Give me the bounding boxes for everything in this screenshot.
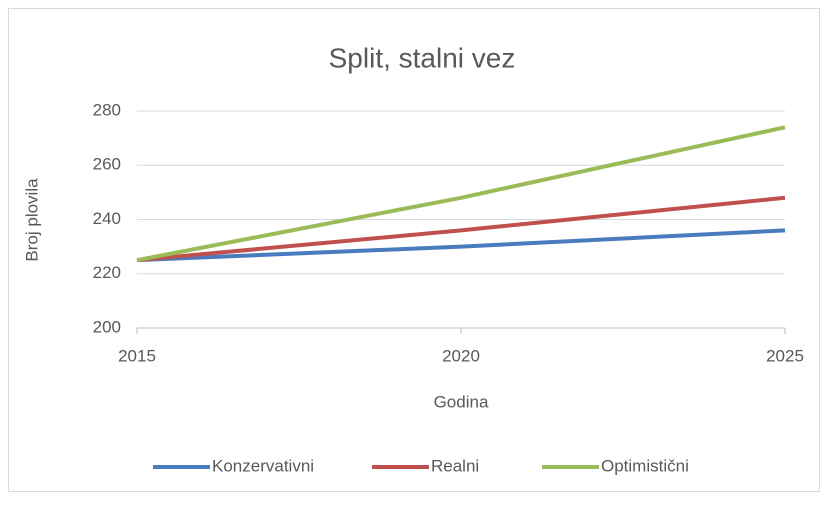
legend-label: Realni bbox=[431, 456, 479, 475]
x-axis-label: Godina bbox=[434, 392, 489, 411]
y-tick-label: 280 bbox=[93, 100, 121, 119]
x-tick-label: 2015 bbox=[118, 346, 156, 365]
y-tick-label: 220 bbox=[93, 263, 121, 282]
x-tick-label: 2020 bbox=[442, 346, 480, 365]
y-tick-label: 240 bbox=[93, 209, 121, 228]
x-tick-label: 2025 bbox=[766, 346, 804, 365]
y-axis-label: Broj plovila bbox=[22, 178, 41, 262]
chart-title: Split, stalni vez bbox=[329, 42, 516, 73]
legend-label: Optimistični bbox=[601, 456, 689, 475]
series-line bbox=[136, 228, 786, 263]
series-line bbox=[136, 125, 786, 263]
y-tick-label: 200 bbox=[93, 317, 121, 336]
legend-label: Konzervativni bbox=[212, 456, 314, 475]
y-tick-label: 260 bbox=[93, 155, 121, 174]
series-line bbox=[136, 195, 786, 263]
